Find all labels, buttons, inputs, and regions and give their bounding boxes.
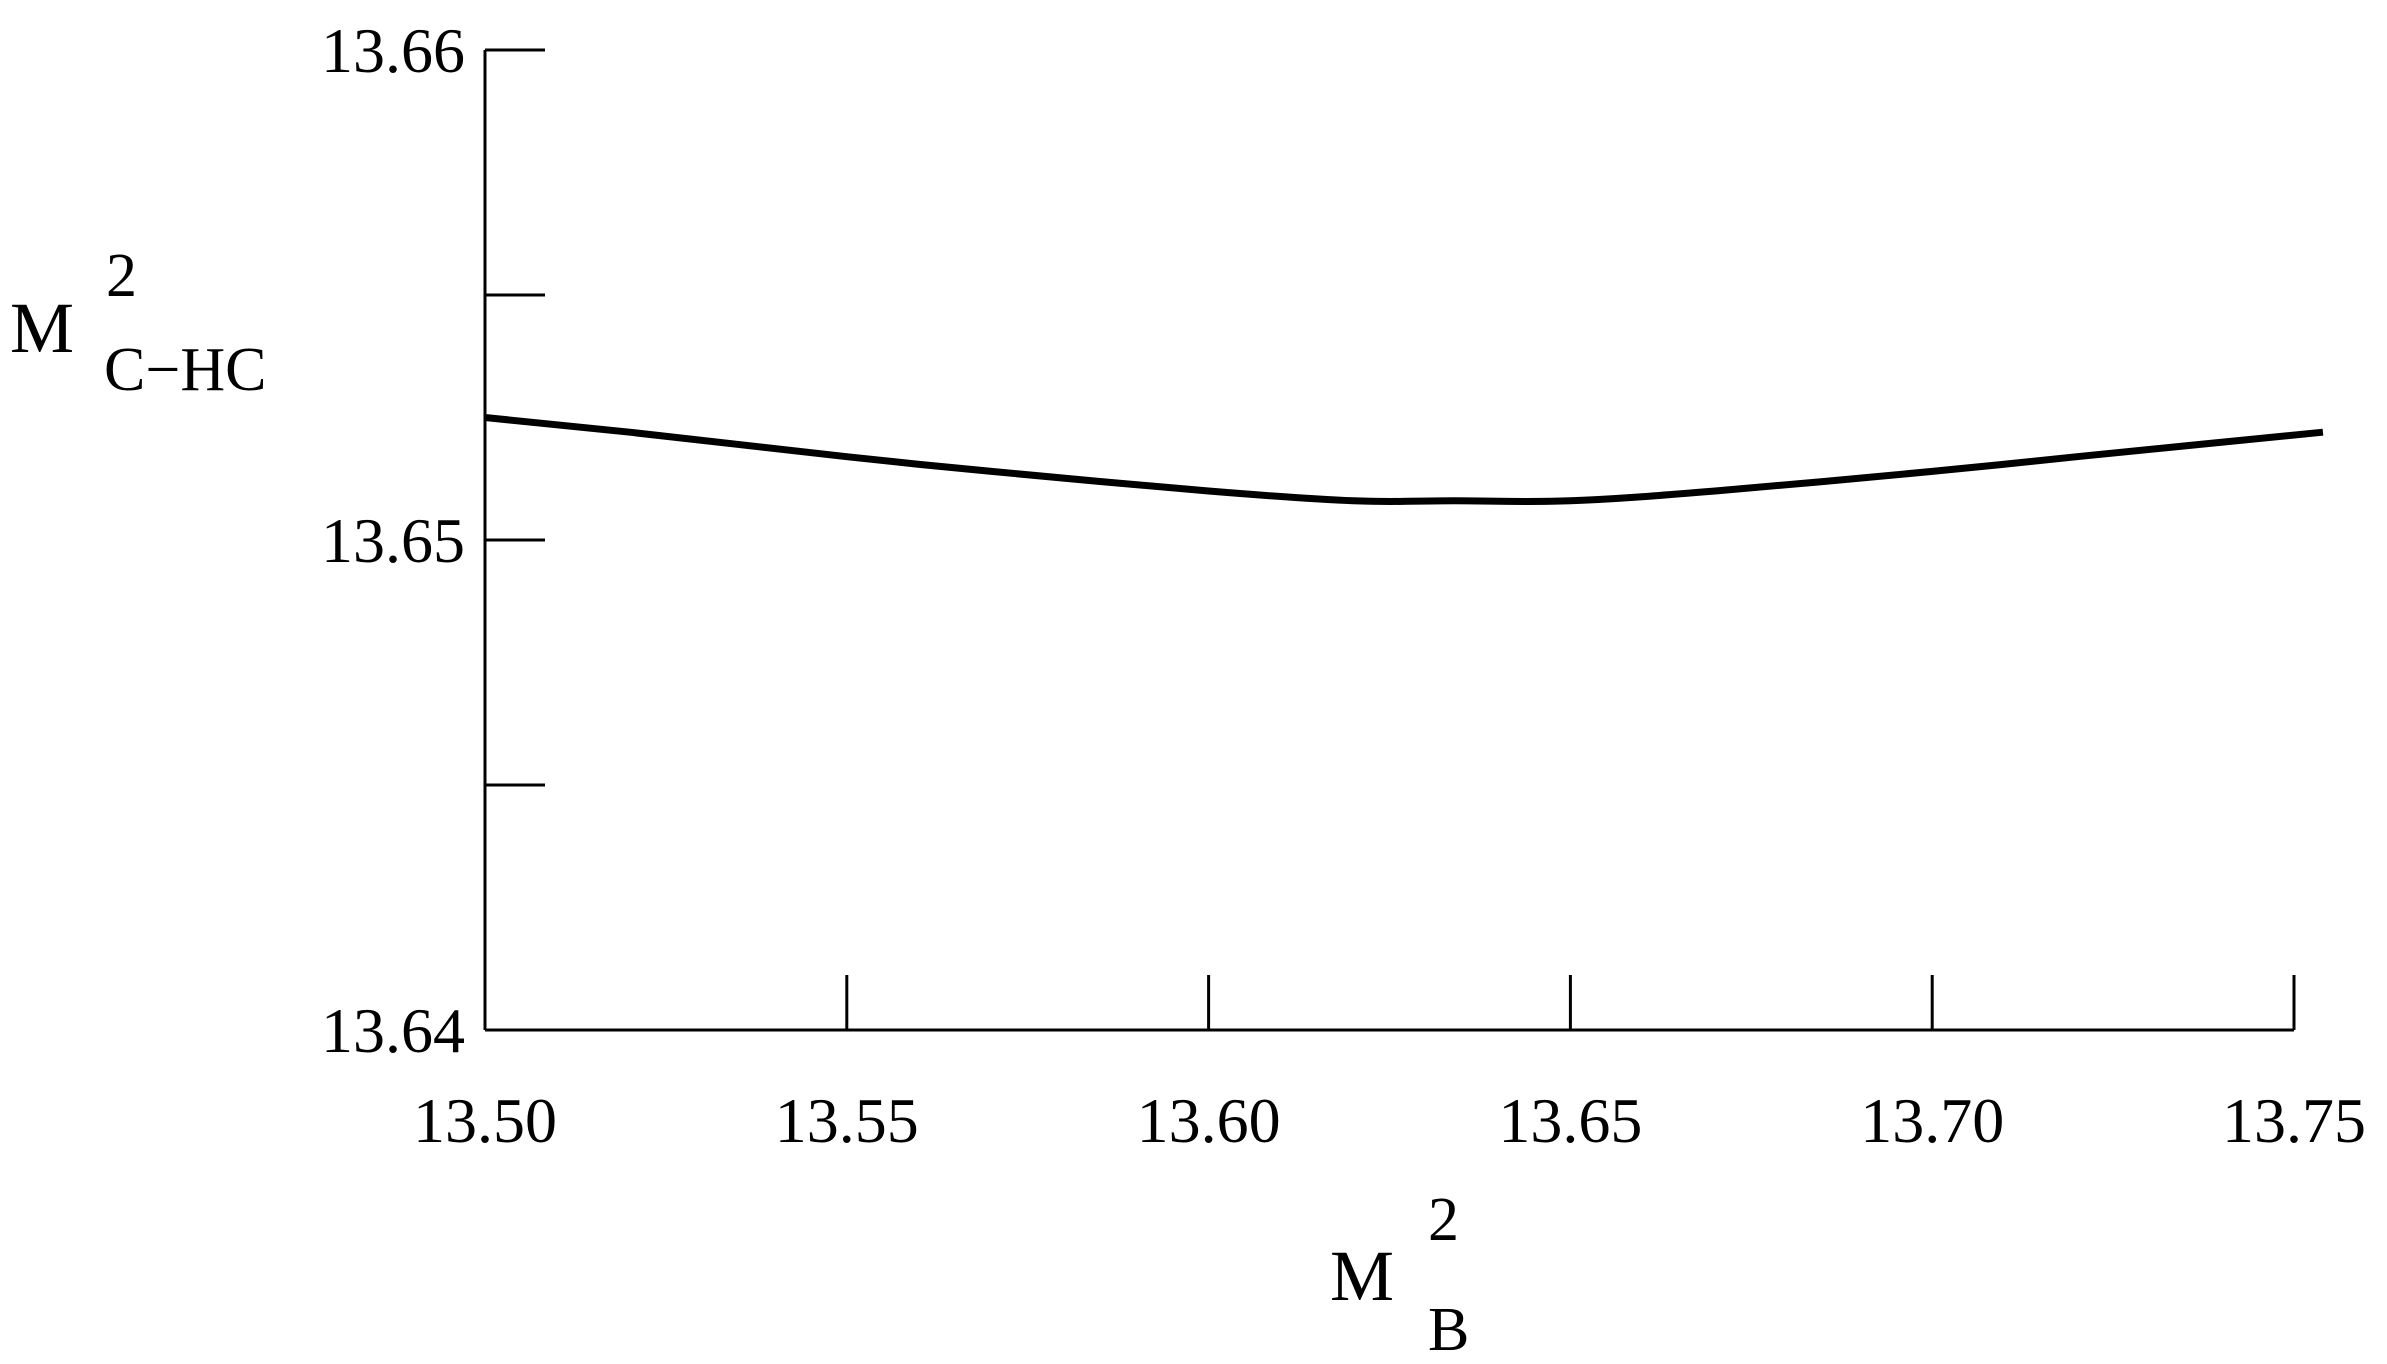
x-axis-title-sub: B bbox=[1428, 1296, 1469, 1364]
y-axis-title: M 2 C−HC bbox=[10, 242, 266, 404]
x-tick-label: 13.65 bbox=[1498, 1085, 1642, 1156]
x-tick-label: 13.50 bbox=[413, 1085, 557, 1156]
y-axis-title-sup: 2 bbox=[106, 242, 137, 310]
x-axis-title-base: M bbox=[1330, 1236, 1394, 1316]
x-tick-label: 13.70 bbox=[1860, 1085, 2004, 1156]
x-tick-label: 13.60 bbox=[1137, 1085, 1281, 1156]
x-tick-label: 13.75 bbox=[2222, 1085, 2366, 1156]
x-ticks: 13.50 13.55 13.60 13.65 13.70 13.75 bbox=[413, 975, 2366, 1156]
series-layer bbox=[484, 414, 2324, 506]
series-line bbox=[484, 414, 2324, 506]
x-tick-label: 13.55 bbox=[775, 1085, 919, 1156]
axes bbox=[483, 50, 2294, 1032]
y-tick-label: 13.65 bbox=[321, 505, 465, 576]
y-axis-title-base: M bbox=[10, 288, 74, 368]
x-axis-title: M 2 B bbox=[1330, 1186, 1469, 1364]
y-tick-label: 13.64 bbox=[321, 995, 465, 1066]
x-axis-title-sup: 2 bbox=[1428, 1186, 1459, 1254]
y-tick-label: 13.66 bbox=[321, 15, 465, 86]
y-ticks: 13.64 13.65 13.66 bbox=[321, 15, 545, 1066]
y-axis-title-sub: C−HC bbox=[104, 336, 266, 404]
